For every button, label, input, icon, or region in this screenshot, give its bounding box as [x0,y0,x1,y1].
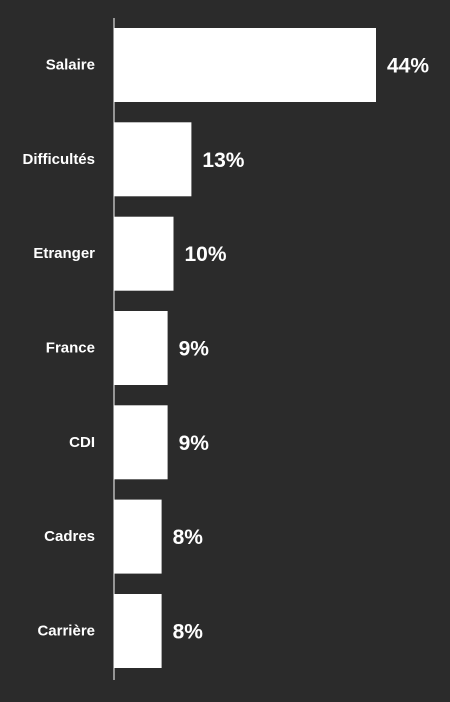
bar-cadres [114,499,162,574]
value-label-difficultes: 13% [202,149,244,172]
bar-carriere [114,594,162,668]
category-label-france: France [46,340,95,357]
bar-france [114,311,168,385]
value-label-etranger: 10% [185,243,227,266]
category-label-etranger: Etranger [33,245,95,262]
category-label-salaire: Salaire [46,57,95,74]
category-label-cdi: CDI [69,434,95,451]
category-label-difficultes: Difficultés [22,151,95,168]
value-label-salaire: 44% [387,55,429,78]
bar-salaire [114,28,376,102]
value-label-cadres: 8% [173,526,204,549]
value-label-carriere: 8% [173,621,204,644]
value-label-cdi: 9% [179,432,210,455]
value-label-france: 9% [179,338,210,361]
bars-group [114,28,376,668]
bar-difficultes [114,122,192,197]
value-labels-group: 44% 13% 10% 9% 9% 8% 8% [173,55,430,644]
bar-etranger [114,216,174,291]
category-label-cadres: Cadres [44,528,95,545]
category-labels-group: Salaire Difficultés Etranger France CDI Cadre… [22,57,95,640]
category-label-carriere: Carrière [37,623,95,640]
bar-cdi [114,405,168,480]
